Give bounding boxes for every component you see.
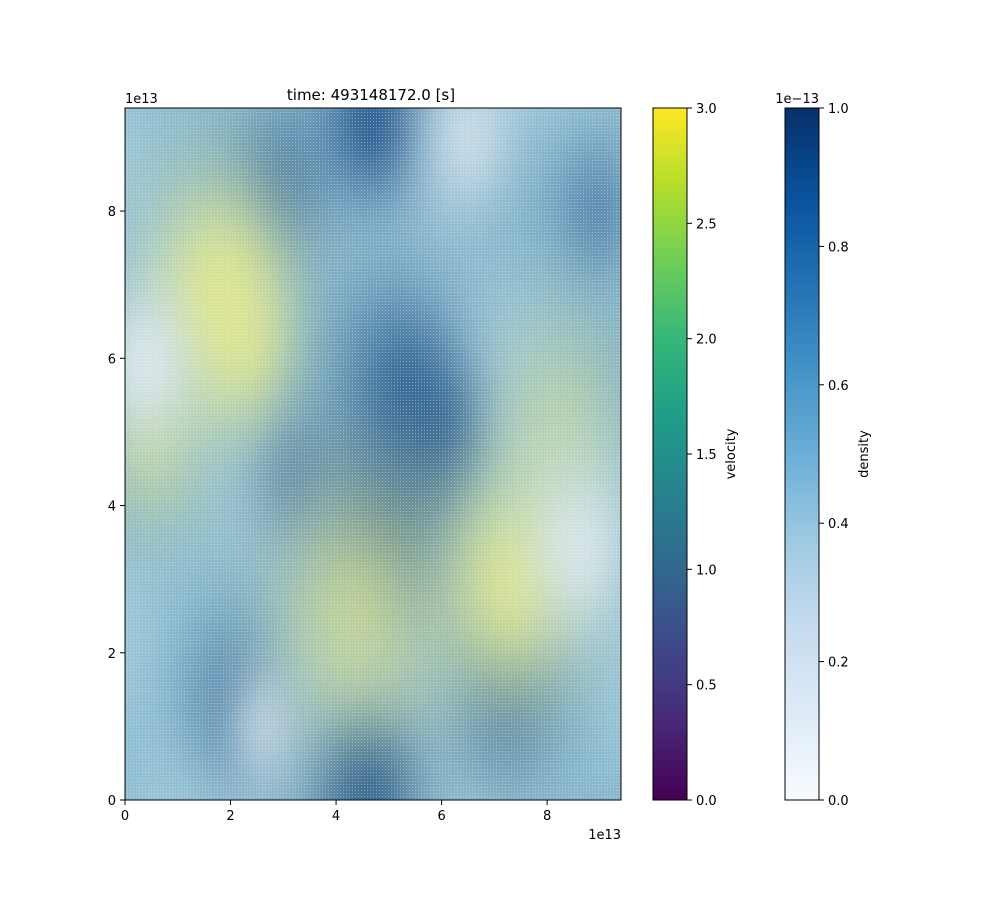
- plot-frame: [124, 107, 622, 801]
- colorbar-density-label: density: [857, 430, 872, 478]
- y-offset-label: 1e13: [125, 92, 158, 107]
- y-tick-label: 8: [108, 205, 116, 220]
- y-tick-label: 2: [108, 647, 116, 662]
- colorbar-tick-label: 0.5: [696, 679, 717, 694]
- x-axis: 0 2 4 6 8: [121, 800, 551, 824]
- colorbar-density-ticks: 0.0 0.2 0.4 0.6 0.8 1.0: [819, 102, 849, 809]
- colorbar-tick-label: 0.0: [828, 794, 849, 809]
- y-tick-label: 0: [108, 794, 116, 809]
- x-tick-label: 2: [226, 809, 234, 824]
- colorbar-tick-label: 1.0: [696, 563, 717, 578]
- plot-area: [124, 107, 622, 801]
- x-tick-label: 8: [543, 809, 551, 824]
- colorbar-tick-label: 0.4: [828, 517, 849, 532]
- colorbar-tick-label: 1.0: [828, 102, 849, 117]
- colorbar-density: 0.0 0.2 0.4 0.6 0.8 1.0 1e−13 density: [775, 92, 872, 809]
- colorbar-tick-label: 0.8: [828, 240, 849, 255]
- y-tick-label: 4: [108, 500, 116, 515]
- colorbar-tick-label: 0.0: [696, 794, 717, 809]
- colorbar-density-frame: [784, 107, 820, 801]
- colorbar-density-offset: 1e−13: [775, 92, 819, 107]
- colorbar-tick-label: 2.5: [696, 217, 717, 232]
- colorbar-tick-label: 1.5: [696, 448, 717, 463]
- colorbar-tick-label: 0.2: [828, 656, 849, 671]
- colorbar-density-gradient: [785, 108, 819, 800]
- x-tick-label: 4: [332, 809, 340, 824]
- colorbar-tick-label: 2.0: [696, 333, 717, 348]
- colorbar-velocity-ticks: 0.0 0.5 1.0 1.5 2.0 2.5 3.0: [687, 102, 717, 809]
- colorbar-tick-label: 3.0: [696, 102, 717, 117]
- colorbar-tick-label: 0.6: [828, 379, 849, 394]
- y-tick-label: 6: [108, 352, 116, 367]
- y-axis: 0 2 4 6 8: [108, 205, 125, 809]
- x-offset-label: 1e13: [588, 828, 621, 843]
- colorbar-velocity: 0.0 0.5 1.0 1.5 2.0 2.5 3.0 velocity: [652, 102, 739, 809]
- colorbar-velocity-label: velocity: [724, 428, 739, 479]
- x-tick-label: 0: [121, 809, 129, 824]
- colorbar-velocity-gradient: [653, 108, 687, 800]
- chart-title: time: 493148172.0 [s]: [287, 86, 455, 104]
- quiver-dots: [125, 108, 621, 800]
- x-tick-label: 6: [437, 809, 445, 824]
